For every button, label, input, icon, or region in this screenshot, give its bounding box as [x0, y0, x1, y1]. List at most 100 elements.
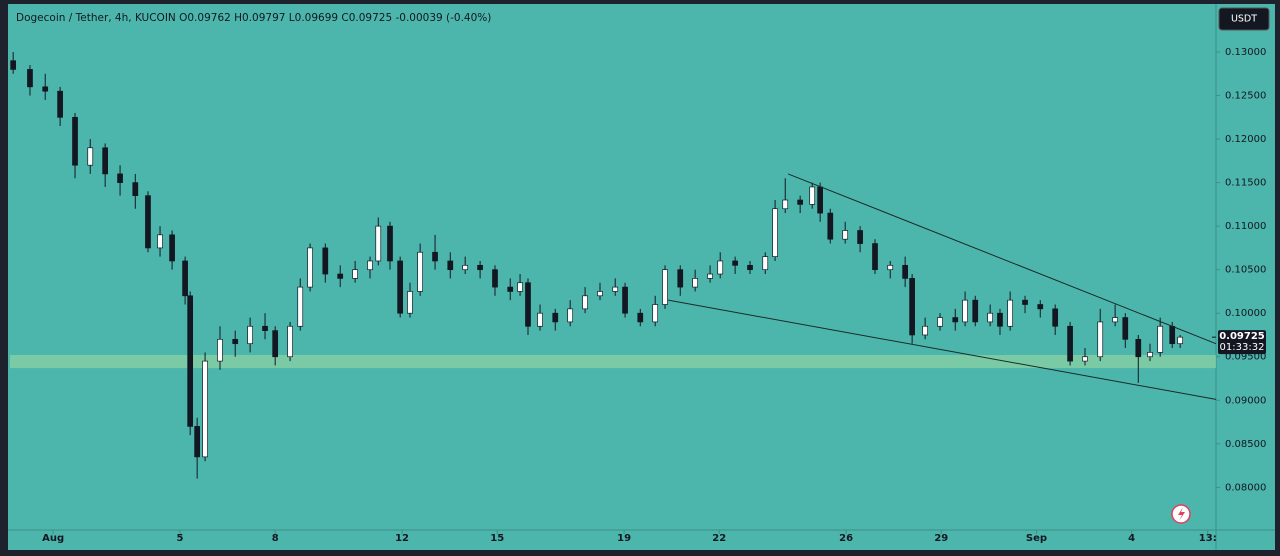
trendline: [668, 299, 1217, 400]
candle-body: [782, 199, 789, 210]
candle-body: [57, 90, 63, 118]
last-price-box: [1218, 330, 1266, 355]
x-tick-label: 19: [617, 533, 631, 544]
candle-body: [387, 225, 393, 262]
y-tick-label: 0.09000: [1225, 395, 1266, 406]
candle-body: [972, 299, 979, 323]
candle-body: [375, 225, 382, 262]
x-tick-label: 5: [177, 533, 184, 544]
candle-body: [87, 147, 94, 166]
candle-body: [857, 230, 863, 244]
candle-body: [552, 312, 559, 323]
candle-body: [1112, 317, 1118, 323]
candle-body: [1022, 299, 1028, 305]
candle-body: [1082, 356, 1088, 362]
candle-body: [677, 269, 684, 288]
x-tick-label: 26: [839, 533, 853, 544]
candle-body: [132, 182, 139, 197]
y-tick-label: 0.10000: [1225, 308, 1266, 319]
last-price-label: 0.09725: [1219, 331, 1265, 342]
candle-body: [652, 304, 659, 323]
candle-body: [247, 325, 253, 345]
candle-body: [307, 247, 313, 288]
y-tick-label: 0.08500: [1225, 439, 1266, 450]
candle-body: [102, 147, 109, 175]
candle-body: [322, 247, 329, 275]
candle-body: [477, 264, 483, 271]
alert-bolt: [1178, 507, 1185, 521]
x-tick-label: 15: [490, 533, 504, 544]
candle-body: [169, 234, 175, 262]
currency-button[interactable]: [1218, 7, 1270, 31]
candle-body: [262, 325, 268, 331]
candle-body: [797, 199, 803, 205]
candle-body: [1037, 304, 1044, 310]
candle-body: [1135, 338, 1142, 358]
y-tick-label: 0.11500: [1225, 178, 1266, 189]
candle-body: [1097, 321, 1104, 358]
candle-body: [597, 291, 603, 297]
x-tick-label: 8: [272, 533, 279, 544]
candle-body: [817, 186, 823, 214]
candle-body: [232, 338, 239, 345]
candle-body: [145, 195, 151, 249]
candle-body: [462, 264, 469, 271]
candle-body: [902, 264, 908, 279]
candle-body: [367, 260, 373, 271]
candle-body: [297, 286, 304, 327]
candle-body: [1147, 352, 1153, 358]
candle-body: [407, 291, 413, 314]
candle-body: [622, 286, 628, 314]
candle-body: [1157, 325, 1164, 353]
candle-body: [952, 317, 959, 323]
y-tick-label: 0.12000: [1225, 134, 1266, 145]
candle-body: [217, 338, 223, 362]
candle-body: [182, 260, 188, 297]
candle-body: [432, 251, 438, 262]
candle-body: [732, 260, 738, 266]
candle-body: [637, 312, 644, 323]
candle-body: [717, 260, 724, 275]
candle-body: [517, 282, 523, 292]
candle-body: [772, 208, 778, 257]
trendline: [787, 173, 1217, 345]
candle-body: [397, 260, 404, 314]
x-tick-label: 13:: [1199, 533, 1217, 544]
candle-body: [1067, 325, 1073, 362]
candle-body: [887, 264, 894, 271]
plot: [10, 52, 1217, 479]
candle-body: [1007, 299, 1013, 327]
candle-body: [962, 299, 968, 323]
support-zone: [10, 355, 1216, 369]
candle-body: [194, 426, 200, 458]
candle-body: [997, 312, 1003, 327]
chart-title: Dogecoin / Tether, 4h, KUCOIN O0.09762 H…: [16, 12, 491, 24]
candle-body: [272, 330, 279, 358]
candle-body: [937, 317, 943, 327]
countdown-label: 01:33:32: [1220, 342, 1265, 353]
candle-body: [117, 173, 123, 183]
currency-label[interactable]: USDT: [1231, 14, 1257, 25]
candle-body: [612, 286, 619, 292]
y-tick-label: 0.10500: [1225, 265, 1266, 276]
candle-body: [909, 278, 915, 336]
x-tick-label: 12: [395, 533, 409, 544]
candle-body: [287, 325, 293, 358]
candle-body: [42, 86, 49, 92]
candle-body: [72, 116, 78, 166]
candle-body: [582, 295, 588, 310]
candle-body: [202, 360, 208, 458]
candle-body: [747, 264, 753, 271]
candle-body: [447, 260, 454, 271]
candle-body: [872, 243, 878, 271]
candle-body: [157, 234, 163, 249]
candle-body: [692, 278, 699, 288]
y-tick-label: 0.13000: [1225, 47, 1266, 58]
candle-body: [10, 60, 17, 70]
candle-body: [842, 230, 849, 240]
candle-body: [827, 212, 834, 240]
candle-body: [707, 273, 713, 279]
candle-body: [492, 269, 498, 288]
candle-body: [922, 325, 928, 336]
chart-background: [8, 4, 1275, 550]
